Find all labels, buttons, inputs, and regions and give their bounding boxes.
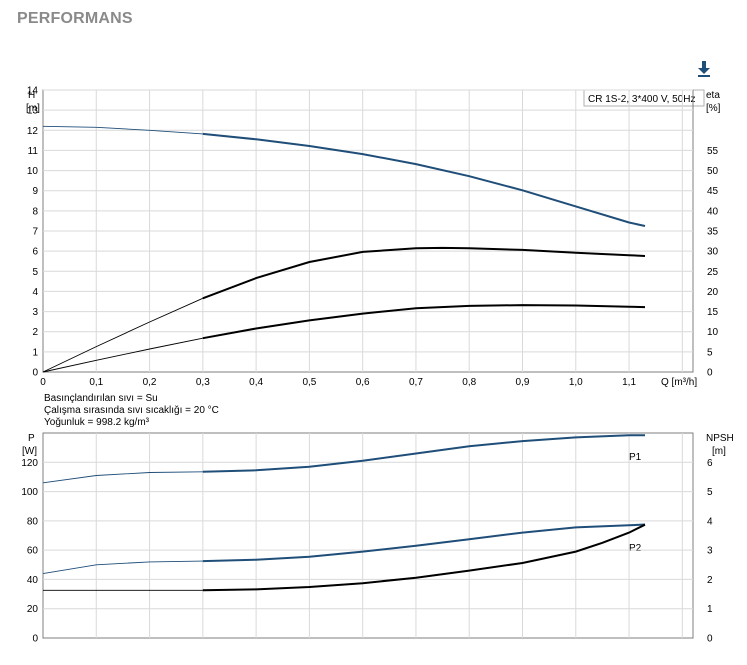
h-axis-label: H xyxy=(28,90,35,101)
curve-eta-upper xyxy=(202,246,646,300)
curve-p1 xyxy=(202,434,645,473)
y2-tick-label: 1 xyxy=(707,604,713,615)
y2-tick-label: 10 xyxy=(707,327,719,338)
conditions-notes: Basınçlandırılan sıvı = Su Çalışma sıras… xyxy=(44,393,219,428)
y-tick-label: 11 xyxy=(28,146,39,157)
y2-tick-label: 55 xyxy=(707,146,719,157)
x-tick-label: 0,6 xyxy=(356,377,370,388)
y2-tick-label: 50 xyxy=(707,166,719,177)
y-tick-label: 12 xyxy=(27,126,39,137)
curve-h-thin xyxy=(42,125,203,135)
y-tick-label: 120 xyxy=(21,458,38,469)
curve-p2 xyxy=(202,523,646,563)
y-tick-label: 8 xyxy=(32,206,38,217)
x-tick-label: 0,2 xyxy=(143,377,157,388)
page-title: PERFORMANS xyxy=(17,10,133,27)
y2-tick-label: 30 xyxy=(707,247,719,258)
y2-tick-label: 6 xyxy=(707,458,713,469)
y-tick-label: 60 xyxy=(27,546,39,557)
npsh-axis-unit: [m] xyxy=(712,446,726,457)
q-axis-label: Q [m³/h] xyxy=(661,377,697,388)
x-tick-label: 0,1 xyxy=(89,377,103,388)
x-tick-label: 0,9 xyxy=(516,377,530,388)
p-axis-label: P xyxy=(28,433,35,444)
x-tick-label: 0,7 xyxy=(409,377,423,388)
y2-tick-label: 5 xyxy=(707,347,713,358)
y-tick-label: 10 xyxy=(27,166,39,177)
note-temperature: Çalışma sırasında sıvı sıcaklığı = 20 °C xyxy=(44,405,219,416)
y2-tick-label: 20 xyxy=(707,287,719,298)
curve-eta-lower-thin xyxy=(42,337,203,373)
curve-p1-thin xyxy=(42,471,203,484)
curve-p2-thin xyxy=(42,560,203,575)
x-tick-label: 0,5 xyxy=(302,377,316,388)
y2-tick-label: 4 xyxy=(707,516,713,527)
y2-tick-label: 2 xyxy=(707,575,713,586)
p-axis-unit: [W] xyxy=(22,446,37,457)
y2-tick-label: 40 xyxy=(707,206,719,217)
y-tick-label: 40 xyxy=(27,575,39,586)
y-tick-label: 14 xyxy=(27,86,39,97)
x-tick-label: 0,4 xyxy=(249,377,263,388)
plot-frame xyxy=(42,432,694,639)
p1-series-label: P1 xyxy=(629,452,642,463)
h-axis-unit: [m] xyxy=(26,103,40,114)
y2-tick-label: 0 xyxy=(707,634,713,645)
chart-legend: CR 1S-2, 3*400 V, 50Hz xyxy=(583,89,705,107)
y-tick-label: 80 xyxy=(27,516,39,527)
x-tick-label: 0 xyxy=(40,377,46,388)
x-tick-label: 1,0 xyxy=(569,377,583,388)
eta-axis-label: eta xyxy=(706,90,720,101)
note-fluid: Basınçlandırılan sıvı = Su xyxy=(44,393,158,404)
y-tick-label: 2 xyxy=(32,327,38,338)
y-tick-label: 9 xyxy=(32,186,38,197)
y-tick-label: 100 xyxy=(21,487,38,498)
note-density: Yoğunluk = 998.2 kg/m³ xyxy=(44,417,150,428)
y-tick-label: 20 xyxy=(27,604,39,615)
curve-eta-upper-thin xyxy=(42,297,203,373)
eta-axis-unit: [%] xyxy=(706,103,721,114)
y-tick-label: 4 xyxy=(32,287,38,298)
y-tick-label: 0 xyxy=(32,634,38,645)
y2-tick-label: 0 xyxy=(707,368,713,379)
curve-eta-lower xyxy=(202,304,646,340)
p2-series-label: P2 xyxy=(629,543,642,554)
download-icon[interactable] xyxy=(697,60,711,78)
x-tick-label: 1,1 xyxy=(622,377,636,388)
y-tick-label: 3 xyxy=(32,307,38,318)
y2-tick-label: 3 xyxy=(707,546,713,557)
y-tick-label: 0 xyxy=(32,368,38,379)
x-tick-label: 0,3 xyxy=(196,377,210,388)
y2-tick-label: 5 xyxy=(707,487,713,498)
y2-tick-label: 35 xyxy=(707,227,719,238)
y2-tick-label: 15 xyxy=(707,307,719,318)
y-tick-label: 5 xyxy=(32,267,38,278)
y2-tick-label: 25 xyxy=(707,267,719,278)
curve-npsh xyxy=(202,523,646,592)
x-tick-label: 0,8 xyxy=(462,377,476,388)
legend-text: CR 1S-2, 3*400 V, 50Hz xyxy=(588,94,695,105)
y-tick-label: 7 xyxy=(32,227,38,238)
y-tick-label: 6 xyxy=(32,247,38,258)
y-tick-label: 13 xyxy=(27,106,39,117)
curve-h xyxy=(202,132,646,227)
npsh-axis-label: NPSH xyxy=(706,433,734,444)
y2-tick-label: 45 xyxy=(707,186,719,197)
y-tick-label: 1 xyxy=(32,347,38,358)
